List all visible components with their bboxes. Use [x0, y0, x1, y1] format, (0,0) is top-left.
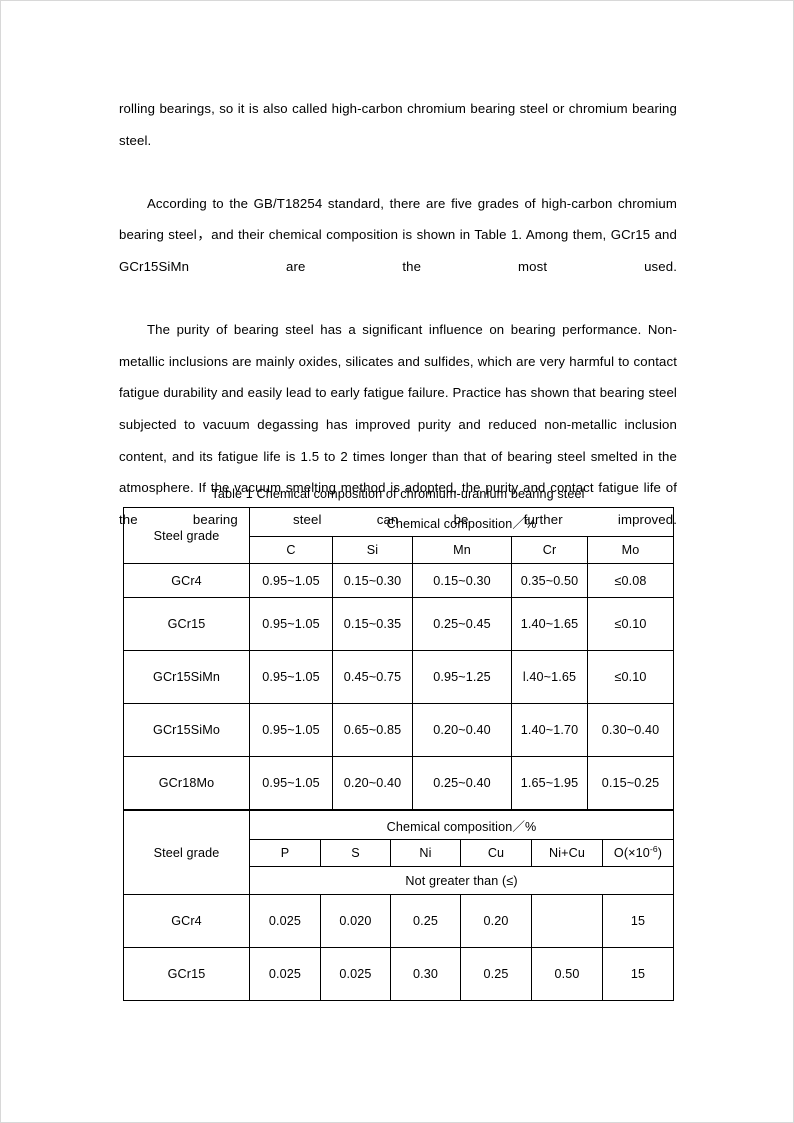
cell-grade: GCr18Mo — [123, 756, 250, 810]
cell-value: 0.25 — [390, 894, 461, 948]
header-col-s: S — [320, 839, 391, 867]
header-col-cu: Cu — [460, 839, 532, 867]
cell-value: 0.20 — [460, 894, 532, 948]
cell-grade: GCr4 — [123, 563, 250, 598]
cell-value: 0.95~1.25 — [412, 650, 512, 704]
oxygen-suffix: ) — [657, 846, 663, 860]
table-header-row-columns-2: P S Ni Cu Ni+Cu O(×10-6) — [124, 839, 675, 867]
table-row: GCr4 0.025 0.020 0.25 0.20 15 — [123, 894, 675, 948]
cell-value: l.40~1.65 — [511, 650, 588, 704]
header-col-mn: Mn — [412, 536, 512, 564]
header-col-cr: Cr — [511, 536, 588, 564]
cell-grade: GCr4 — [123, 894, 250, 948]
cell-value: 0.025 — [249, 894, 321, 948]
cell-value: 0.65~0.85 — [332, 703, 413, 757]
cell-value: ≤0.08 — [586, 563, 675, 598]
oxygen-prefix: O(×10 — [613, 846, 650, 860]
cell-value: 0.25~0.40 — [412, 756, 512, 810]
table-header-row-group-2: Steel grade Chemical composition／% — [123, 810, 675, 895]
cell-value: 1.40~1.70 — [511, 703, 588, 757]
header-col-ni-cu: Ni+Cu — [531, 839, 603, 867]
paragraph-1: rolling bearings, so it is also called h… — [119, 101, 677, 148]
cell-grade: GCr15 — [123, 597, 250, 651]
table-row: GCr4 0.95~1.05 0.15~0.30 0.15~0.30 0.35~… — [123, 563, 675, 598]
cell-value: 0.95~1.05 — [249, 650, 333, 704]
cell-value-empty — [531, 894, 603, 948]
header-chemical-composition-2: Chemical composition／% — [248, 810, 675, 840]
header-col-c: C — [249, 536, 333, 564]
cell-value: 0.20~0.40 — [332, 756, 413, 810]
cell-value: 0.20~0.40 — [412, 703, 512, 757]
cell-grade: GCr15 — [123, 947, 250, 1001]
chemical-composition-table: Steel grade Chemical composition／% C Si … — [123, 507, 675, 810]
cell-grade: GCr15SiMo — [123, 703, 250, 757]
table-row: GCr15SiMo 0.95~1.05 0.65~0.85 0.20~0.40 … — [123, 703, 675, 757]
cell-value: 0.30~0.40 — [586, 703, 675, 757]
table-row: GCr18Mo 0.95~1.05 0.20~0.40 0.25~0.40 1.… — [123, 756, 675, 810]
cell-value: 1.40~1.65 — [511, 597, 588, 651]
paragraph-3: The purity of bearing steel has a signif… — [119, 322, 677, 527]
table-row: GCr15 0.95~1.05 0.15~0.35 0.25~0.45 1.40… — [123, 597, 675, 651]
cell-value: 1.65~1.95 — [511, 756, 588, 810]
cell-value: 0.30 — [390, 947, 461, 1001]
table-row: GCr15 0.025 0.025 0.30 0.25 0.50 15 — [123, 947, 675, 1001]
header-col-mo: Mo — [586, 536, 675, 564]
table-header-row-columns-1: C Si Mn Cr Mo — [124, 536, 675, 564]
cell-grade: GCr15SiMn — [123, 650, 250, 704]
table-container: Table 1 Chemical composition of chromium… — [123, 487, 675, 1001]
cell-value: 0.95~1.05 — [249, 597, 333, 651]
chemical-composition-table-impurities: Steel grade Chemical composition／% P S N… — [123, 810, 675, 1001]
cell-value: 0.15~0.30 — [332, 563, 413, 598]
document-body: rolling bearings, so it is also called h… — [119, 93, 677, 567]
header-col-si: Si — [332, 536, 413, 564]
cell-value: 15 — [601, 894, 675, 948]
header-col-ni: Ni — [390, 839, 461, 867]
table-header-row-group-1: Steel grade Chemical composition／% — [123, 507, 675, 564]
cell-value: ≤0.10 — [586, 597, 675, 651]
header-steel-grade-2: Steel grade — [123, 810, 250, 895]
cell-value: 0.35~0.50 — [511, 563, 588, 598]
cell-value: 0.45~0.75 — [332, 650, 413, 704]
header-steel-grade-1: Steel grade — [123, 507, 250, 564]
cell-value: ≤0.10 — [586, 650, 675, 704]
cell-value: 0.95~1.05 — [249, 563, 333, 598]
cell-value: 0.15~0.25 — [586, 756, 675, 810]
header-col-p: P — [249, 839, 321, 867]
header-limit-note: Not greater than (≤) — [248, 866, 675, 895]
cell-value: 0.25 — [460, 947, 532, 1001]
oxygen-exponent: -6 — [649, 843, 658, 854]
table-caption: Table 1 Chemical composition of chromium… — [211, 487, 585, 501]
cell-value: 0.50 — [531, 947, 603, 1001]
cell-value: 0.95~1.05 — [249, 756, 333, 810]
cell-value: 0.020 — [320, 894, 391, 948]
header-col-oxygen: O(×10-6) — [601, 839, 675, 867]
cell-value: 15 — [601, 947, 675, 1001]
cell-value: 0.025 — [249, 947, 321, 1001]
cell-value: 0.025 — [320, 947, 391, 1001]
cell-value: 0.95~1.05 — [249, 703, 333, 757]
cell-value: 0.25~0.45 — [412, 597, 512, 651]
paragraph-2: According to the GB/T18254 standard, the… — [119, 195, 677, 274]
cell-value: 0.15~0.35 — [332, 597, 413, 651]
table-row: GCr15SiMn 0.95~1.05 0.45~0.75 0.95~1.25 … — [123, 650, 675, 704]
cell-value: 0.15~0.30 — [412, 563, 512, 598]
header-chemical-composition-1: Chemical composition／% — [248, 507, 675, 537]
